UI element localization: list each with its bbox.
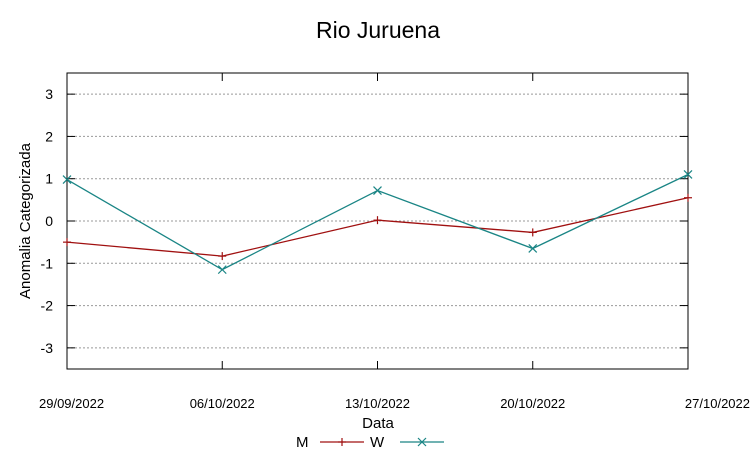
y-tick-label: 3 [45,86,53,102]
y-tick-label: 0 [45,213,53,229]
legend-label-w: W [370,434,385,451]
legend-marker-m [338,438,346,446]
data-point-w [373,186,382,195]
y-tick-label: -2 [41,298,54,314]
data-point-w [528,244,538,253]
y-axis-ticks: -3 -2 -1 0 1 2 3 [41,86,688,356]
y-tick-label: -3 [41,340,54,356]
data-point-m [373,216,382,225]
chart-title: Rio Juruena [316,17,440,43]
data-point-w [683,170,693,179]
series-lines [62,170,693,275]
data-point-m [684,193,692,202]
series-line-m [66,197,689,257]
x-tick-label: 29/09/2022 [39,396,104,411]
y-tick-label: 1 [45,171,53,187]
x-axis-ticks: 29/09/2022 06/10/2022 13/10/2022 20/10/2022… [39,73,750,411]
data-point-m [63,238,71,247]
x-tick-label: 13/10/2022 [345,396,410,411]
x-axis-label: Data [362,415,394,432]
y-tick-label: -1 [41,255,54,271]
data-point-w [217,265,227,275]
y-axis-label: Anomalia Categorizada [17,142,34,299]
x-tick-label: 27/10/2022 [685,396,750,411]
x-tick-label: 20/10/2022 [500,396,565,411]
legend-marker-w [417,437,427,447]
x-tick-label: 06/10/2022 [190,396,255,411]
legend-label-m: M [296,434,309,451]
data-point-w [62,175,72,184]
y-tick-label: 2 [45,128,53,144]
data-point-m [218,252,227,261]
data-point-m [528,228,537,237]
